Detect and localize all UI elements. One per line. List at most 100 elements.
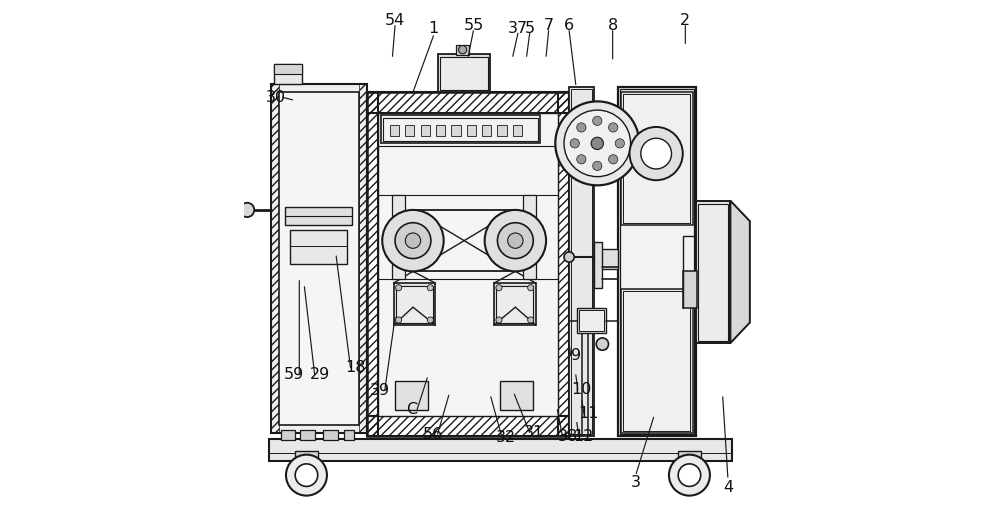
Bar	[500, 381, 533, 410]
Bar	[571, 89, 592, 434]
Bar	[618, 87, 696, 436]
Text: 8: 8	[608, 18, 618, 33]
Bar	[576, 127, 585, 159]
Text: 2: 2	[680, 13, 690, 28]
Text: 56: 56	[422, 426, 443, 442]
Bar	[421, 125, 430, 136]
Bar	[497, 125, 507, 136]
Bar	[323, 430, 338, 440]
Bar	[623, 94, 690, 223]
Text: 59: 59	[284, 367, 304, 382]
Circle shape	[240, 203, 254, 217]
Text: 5: 5	[525, 20, 535, 36]
Bar	[698, 204, 728, 341]
Circle shape	[497, 223, 533, 259]
Bar	[396, 286, 433, 323]
Bar	[359, 84, 367, 433]
Text: 18: 18	[345, 360, 366, 375]
Text: 11: 11	[578, 406, 598, 421]
Circle shape	[396, 317, 402, 323]
Circle shape	[615, 139, 624, 148]
Bar	[381, 115, 540, 143]
Bar	[300, 430, 315, 440]
Bar	[390, 125, 399, 136]
Bar	[621, 289, 693, 433]
Circle shape	[564, 110, 631, 177]
Bar	[290, 230, 347, 264]
Bar	[367, 92, 378, 436]
Text: 37: 37	[508, 20, 528, 36]
Bar	[367, 92, 569, 113]
Circle shape	[577, 123, 586, 132]
Circle shape	[528, 285, 534, 291]
Bar	[523, 195, 536, 279]
Bar	[367, 416, 569, 436]
Bar	[513, 125, 522, 136]
Bar	[569, 87, 594, 436]
Circle shape	[508, 233, 523, 248]
Circle shape	[528, 317, 534, 323]
Bar	[271, 84, 367, 433]
Text: 10: 10	[572, 381, 592, 397]
Bar	[405, 125, 414, 136]
Polygon shape	[730, 201, 750, 343]
Bar	[678, 451, 701, 461]
Bar	[577, 308, 606, 333]
Bar	[392, 195, 405, 279]
Bar	[440, 57, 488, 90]
Circle shape	[577, 155, 586, 164]
Text: 32: 32	[496, 430, 516, 445]
Circle shape	[295, 464, 318, 486]
Bar	[271, 84, 279, 433]
Text: 31: 31	[524, 425, 544, 440]
Bar	[620, 89, 694, 434]
Text: 39: 39	[370, 382, 390, 398]
Bar	[609, 127, 618, 159]
Circle shape	[591, 137, 603, 150]
Text: 6: 6	[564, 18, 574, 33]
Text: 4: 4	[723, 480, 733, 495]
Bar	[269, 439, 732, 461]
Bar	[394, 283, 435, 325]
Text: 3: 3	[631, 475, 641, 490]
Bar	[594, 249, 618, 269]
Bar	[285, 207, 352, 225]
Bar	[683, 271, 697, 308]
Bar	[578, 157, 616, 178]
Circle shape	[485, 210, 546, 271]
Text: 30: 30	[266, 90, 286, 105]
Circle shape	[570, 139, 579, 148]
Bar	[378, 113, 558, 416]
Bar	[456, 45, 469, 55]
Circle shape	[678, 464, 701, 486]
Bar	[558, 92, 569, 436]
Bar	[621, 92, 693, 225]
Circle shape	[596, 338, 609, 350]
Bar	[496, 286, 533, 323]
Circle shape	[382, 210, 444, 271]
Bar	[594, 242, 602, 288]
Circle shape	[496, 285, 502, 291]
Bar	[274, 64, 302, 74]
Bar	[367, 92, 569, 436]
Circle shape	[459, 46, 467, 54]
Circle shape	[396, 285, 402, 291]
Circle shape	[564, 252, 574, 262]
Circle shape	[427, 285, 433, 291]
Bar	[482, 125, 491, 136]
Bar	[295, 451, 318, 461]
Circle shape	[405, 233, 421, 248]
Bar	[598, 339, 606, 349]
Circle shape	[669, 455, 710, 496]
Text: 55: 55	[463, 18, 484, 33]
Circle shape	[555, 101, 639, 185]
Bar	[579, 310, 604, 331]
Bar	[451, 125, 461, 136]
Circle shape	[630, 127, 683, 180]
Text: 38: 38	[557, 429, 578, 444]
Circle shape	[641, 138, 672, 169]
Bar	[395, 381, 428, 410]
Circle shape	[593, 116, 602, 125]
Bar	[436, 125, 445, 136]
Text: 7: 7	[544, 18, 554, 33]
